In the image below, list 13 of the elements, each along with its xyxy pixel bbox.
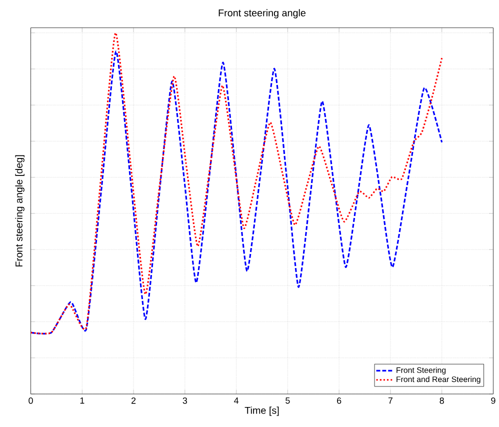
x-tick-label: 4	[234, 398, 239, 404]
x-tick-label: 6	[337, 398, 342, 404]
x-tick-label: 2	[132, 398, 136, 404]
x-tick-label: 8	[440, 398, 444, 404]
x-tick-label: 7	[388, 398, 392, 404]
x-tick-label: 1	[80, 398, 84, 404]
x-axis-title: Time [s]	[244, 406, 279, 416]
x-tick-label: 5	[286, 398, 290, 404]
y-axis-title: Front steering angle [deg]	[15, 155, 24, 267]
x-tick-label: 0	[28, 398, 33, 404]
x-tick-label: 3	[182, 398, 188, 404]
chart-title: Front steering angle	[218, 9, 306, 18]
x-tick-label: 9	[491, 398, 496, 404]
